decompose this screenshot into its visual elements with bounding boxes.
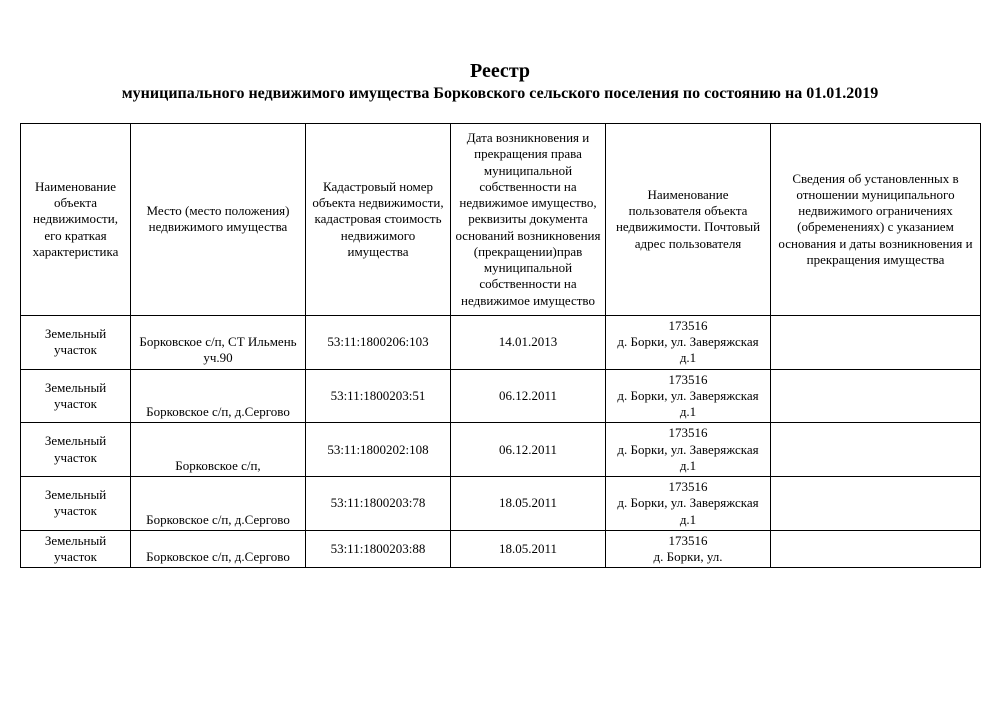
cell: Борковское с/п, д.Сергово: [131, 477, 306, 531]
cell: Борковское с/п, д.Сергово: [131, 530, 306, 568]
col-header: Наименование пользователя объекта недвиж…: [606, 124, 771, 316]
document-title: Реестр: [20, 60, 980, 83]
cell: Борковское с/п, д.Сергово: [131, 369, 306, 423]
col-header: Дата возникновения и прекращения права м…: [451, 124, 606, 316]
document-subtitle: муниципального недвижимого имущества Бор…: [20, 85, 980, 103]
cell: Борковское с/п, СТ Ильмень уч.90: [131, 315, 306, 369]
cell: [771, 477, 981, 531]
col-header: Место (место положения) недвижимого имущ…: [131, 124, 306, 316]
table-body: Земельный участок Борковское с/п, СТ Иль…: [21, 315, 981, 568]
table-row: Земельный участок Борковское с/п, д.Серг…: [21, 477, 981, 531]
cell: 53:11:1800202:108: [306, 423, 451, 477]
cell: Земельный участок: [21, 315, 131, 369]
registry-table: Наименование объекта недвижимости, его к…: [20, 123, 981, 568]
col-header: Кадастровый номер объекта недвижимости, …: [306, 124, 451, 316]
cell: 53:11:1800203:88: [306, 530, 451, 568]
table-row: Земельный участок Борковское с/п, 53:11:…: [21, 423, 981, 477]
table-row: Земельный участок Борковское с/п, СТ Иль…: [21, 315, 981, 369]
cell: 18.05.2011: [451, 477, 606, 531]
cell: 173516д. Борки, ул. Заверяжская д.1: [606, 423, 771, 477]
cell: 173516д. Борки, ул. Заверяжская д.1: [606, 477, 771, 531]
cell: 173516д. Борки, ул.: [606, 530, 771, 568]
cell: 18.05.2011: [451, 530, 606, 568]
cell: Земельный участок: [21, 423, 131, 477]
cell: 173516д. Борки, ул. Заверяжская д.1: [606, 369, 771, 423]
cell: 06.12.2011: [451, 369, 606, 423]
col-header: Сведения об установленных в отношении му…: [771, 124, 981, 316]
cell: 53:11:1800203:51: [306, 369, 451, 423]
cell: [771, 423, 981, 477]
cell: [771, 530, 981, 568]
cell: Борковское с/п,: [131, 423, 306, 477]
cell: [771, 369, 981, 423]
cell: 53:11:1800206:103: [306, 315, 451, 369]
cell: Земельный участок: [21, 369, 131, 423]
document-page: Реестр муниципального недвижимого имущес…: [0, 0, 1000, 588]
table-row: Земельный участок Борковское с/п, д.Серг…: [21, 530, 981, 568]
cell: 53:11:1800203:78: [306, 477, 451, 531]
cell: 173516д. Борки, ул. Заверяжская д.1: [606, 315, 771, 369]
cell: [771, 315, 981, 369]
cell: Земельный участок: [21, 477, 131, 531]
table-header-row: Наименование объекта недвижимости, его к…: [21, 124, 981, 316]
cell: 06.12.2011: [451, 423, 606, 477]
table-row: Земельный участок Борковское с/п, д.Серг…: [21, 369, 981, 423]
cell: 14.01.2013: [451, 315, 606, 369]
col-header: Наименование объекта недвижимости, его к…: [21, 124, 131, 316]
cell: Земельный участок: [21, 530, 131, 568]
